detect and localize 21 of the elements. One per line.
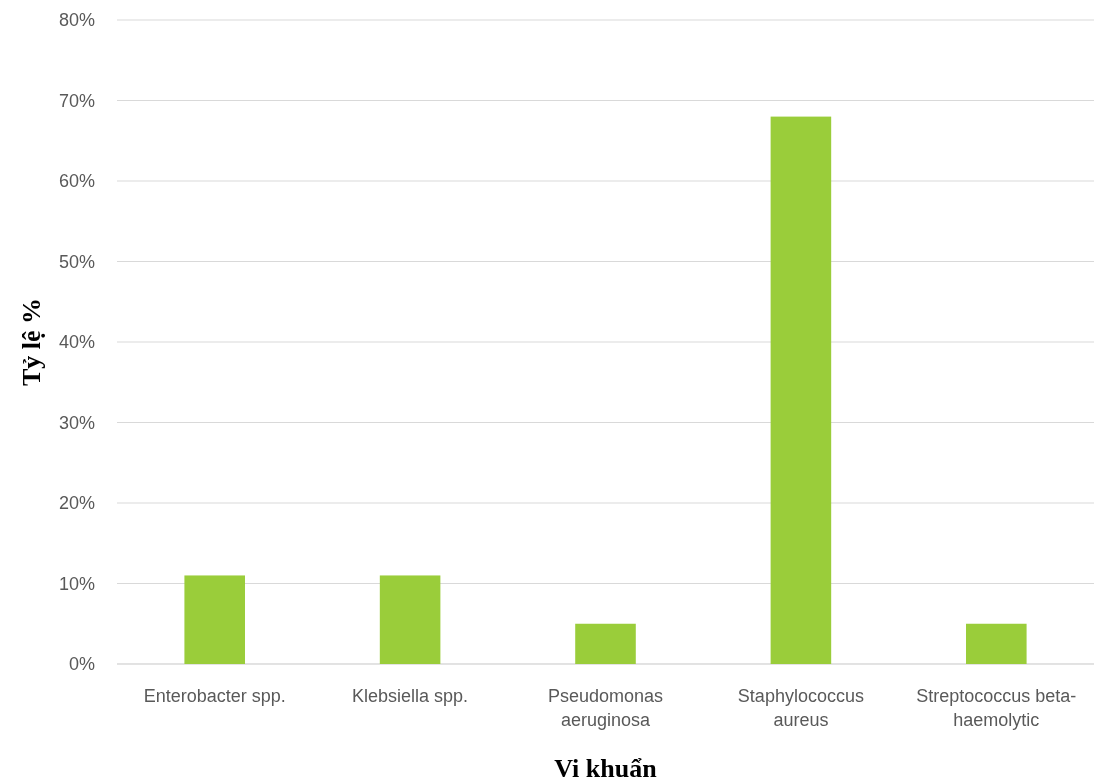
y-axis-title: Tỷ lệ %: [17, 297, 46, 387]
bar: [575, 623, 636, 664]
bar: [184, 575, 245, 664]
y-tick-label: 60%: [58, 171, 95, 192]
bar: [770, 116, 832, 664]
x-tick-label: Klebsiella spp.: [352, 686, 469, 706]
y-tick-label: 20%: [58, 493, 95, 514]
x-axis-title: Vi khuẩn: [554, 754, 658, 779]
y-tick-label: 10%: [58, 573, 95, 594]
x-tick-label: Staphylococcus aureus: [737, 686, 864, 730]
x-tick-label: Enterobacter spp.: [143, 686, 286, 706]
y-tick-label: 0%: [68, 654, 95, 675]
y-tick-label: 80%: [58, 10, 95, 31]
x-tick-label: Pseudomonas aeruginosa: [547, 686, 664, 730]
bar: [379, 575, 441, 664]
x-tick-label: Streptococcus beta-haemolytic: [916, 686, 1077, 730]
y-tick-label: 30%: [58, 412, 95, 433]
bar: [966, 623, 1027, 664]
y-tick-label: 50%: [58, 251, 95, 272]
y-tick-label: 40%: [58, 332, 95, 353]
y-tick-label: 70%: [58, 90, 95, 111]
